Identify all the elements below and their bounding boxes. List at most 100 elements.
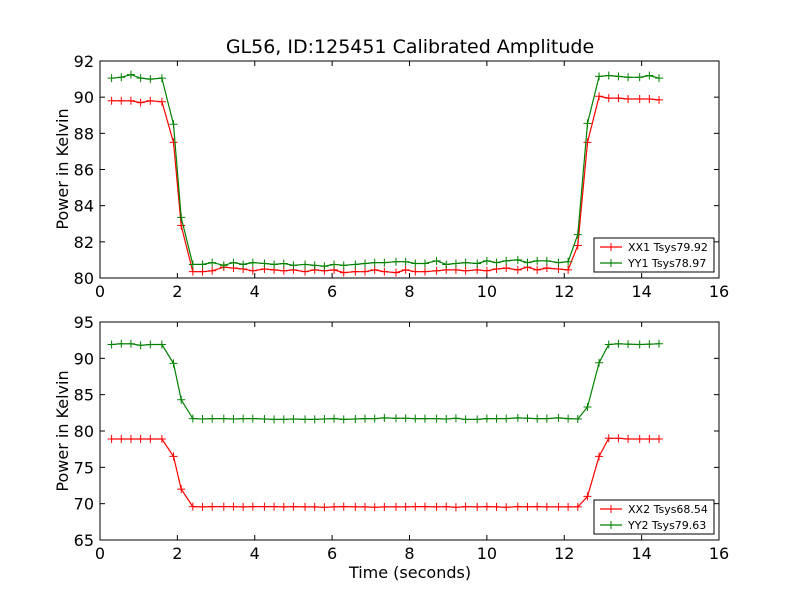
top-series-2-point bbox=[420, 259, 429, 268]
top-series-1-point bbox=[339, 268, 348, 277]
top-series-2-point bbox=[279, 259, 288, 268]
bottom-series-2-point bbox=[473, 415, 482, 424]
bottom-series-1-point bbox=[655, 434, 664, 443]
top-series-2-point bbox=[126, 70, 135, 79]
top-series-2-point bbox=[554, 258, 563, 267]
top-series-1-point bbox=[624, 94, 633, 103]
bottom-series-2-point bbox=[239, 414, 248, 423]
bottom-series-1-point bbox=[279, 502, 288, 511]
bottom-series-2-point bbox=[542, 414, 551, 423]
top-legend-marker-2 bbox=[607, 259, 615, 267]
top-series-2-point bbox=[361, 259, 370, 268]
bottom-x-tick-label: 14 bbox=[631, 544, 651, 563]
bottom-series-1-point bbox=[645, 434, 654, 443]
top-x-tick-label: 0 bbox=[95, 282, 105, 301]
bottom-series-2-point bbox=[117, 339, 126, 348]
top-series-1-point bbox=[595, 92, 604, 101]
bottom-legend-marker-1 bbox=[607, 505, 615, 513]
bottom-legend-label-1: XX2 Tsys68.54 bbox=[628, 503, 708, 516]
top-series-2-point bbox=[523, 258, 532, 267]
bottom-series-2-point bbox=[361, 414, 370, 423]
bottom-series-1-point bbox=[635, 434, 644, 443]
top-series-1-point bbox=[146, 96, 155, 105]
bottom-series-1-point bbox=[523, 502, 532, 511]
bottom-series-1-point bbox=[624, 434, 633, 443]
top-series-1-point bbox=[279, 266, 288, 275]
top-series-2-point bbox=[289, 261, 298, 270]
top-series-2-point bbox=[380, 258, 389, 267]
top-legend-label-1: XX1 Tsys79.92 bbox=[628, 241, 708, 254]
bottom-series-2-point bbox=[461, 415, 470, 424]
top-series-2-point bbox=[411, 259, 420, 268]
top-series-1-point bbox=[188, 267, 197, 276]
bottom-series-1-point bbox=[370, 503, 379, 512]
bottom-legend-box bbox=[593, 499, 715, 535]
top-legend-label-2: YY1 Tsys78.97 bbox=[627, 257, 706, 270]
top-axes-frame bbox=[99, 60, 720, 279]
bottom-series-2-point bbox=[492, 414, 501, 423]
top-x-tick-label: 2 bbox=[172, 282, 182, 301]
top-series-2-point bbox=[320, 262, 329, 271]
top-y-tick-label: 84 bbox=[74, 197, 94, 216]
bottom-legend-marker-2 bbox=[607, 521, 615, 529]
top-series-1-point bbox=[583, 138, 592, 147]
bottom-series-2-point bbox=[380, 413, 389, 422]
top-series-2-point bbox=[219, 261, 228, 270]
bottom-series-2-point bbox=[513, 413, 522, 422]
bottom-series-1-point bbox=[554, 502, 563, 511]
bottom-series-1-point bbox=[301, 502, 310, 511]
top-series-2-point bbox=[260, 259, 269, 268]
bottom-series-2-point bbox=[188, 414, 197, 423]
bottom-series-1-point bbox=[513, 502, 522, 511]
bottom-series-2-point bbox=[370, 414, 379, 423]
bottom-y-axis-label: Power in Kelvin bbox=[53, 370, 72, 491]
bottom-series-1-point bbox=[117, 434, 126, 443]
bottom-y-tick-label: 70 bbox=[74, 495, 94, 514]
bottom-series-1-point bbox=[157, 434, 166, 443]
top-series-2-point bbox=[146, 75, 155, 84]
bottom-series-2-point bbox=[451, 414, 460, 423]
top-series-1-point bbox=[542, 264, 551, 273]
bottom-series-1-point bbox=[146, 434, 155, 443]
bottom-series-1-point bbox=[177, 485, 186, 494]
bottom-series-2-point bbox=[169, 359, 178, 368]
bottom-series-1-point bbox=[310, 502, 319, 511]
bottom-series-1-point bbox=[391, 502, 400, 511]
bottom-series-1-point bbox=[107, 434, 116, 443]
bottom-series-2-point bbox=[442, 415, 451, 424]
top-x-tick-label: 6 bbox=[327, 282, 337, 301]
top-series-1-point bbox=[177, 221, 186, 230]
bottom-series-2-point bbox=[310, 415, 319, 424]
top-series-2-point bbox=[169, 120, 178, 129]
bottom-series-1-point bbox=[614, 434, 623, 443]
top-series-2-point bbox=[492, 258, 501, 267]
top-series-2-point bbox=[635, 73, 644, 82]
bottom-series-1-point bbox=[169, 452, 178, 461]
top-y-tick-label: 92 bbox=[74, 52, 94, 71]
bottom-series-1-point bbox=[126, 434, 135, 443]
bottom-series-1-point bbox=[573, 502, 582, 511]
top-series-2-point bbox=[370, 258, 379, 267]
top-series-2-point bbox=[248, 258, 257, 267]
bottom-series-2-point bbox=[320, 415, 329, 424]
bottom-series-1-point bbox=[411, 502, 420, 511]
bottom-y-tick-label: 80 bbox=[74, 422, 94, 441]
bottom-series-1-point bbox=[289, 502, 298, 511]
top-series-1-point bbox=[655, 95, 664, 104]
top-series-1-point bbox=[614, 94, 623, 103]
top-series-2-point bbox=[208, 258, 217, 267]
bottom-series-1-point bbox=[351, 502, 360, 511]
top-x-tick-label: 12 bbox=[554, 282, 574, 301]
bottom-series-1-point bbox=[451, 503, 460, 512]
top-series-1-point bbox=[136, 98, 145, 107]
bottom-series-2-point bbox=[260, 415, 269, 424]
bottom-series-2-point bbox=[248, 414, 257, 423]
bottom-series-2-point bbox=[645, 340, 654, 349]
top-series-2-point bbox=[157, 74, 166, 83]
bottom-series-2-point bbox=[564, 414, 573, 423]
top-x-tick-label: 14 bbox=[631, 282, 651, 301]
top-y-axis-label: Power in Kelvin bbox=[53, 108, 72, 229]
top-x-tick-label: 8 bbox=[404, 282, 414, 301]
bottom-series-2-point bbox=[208, 414, 217, 423]
